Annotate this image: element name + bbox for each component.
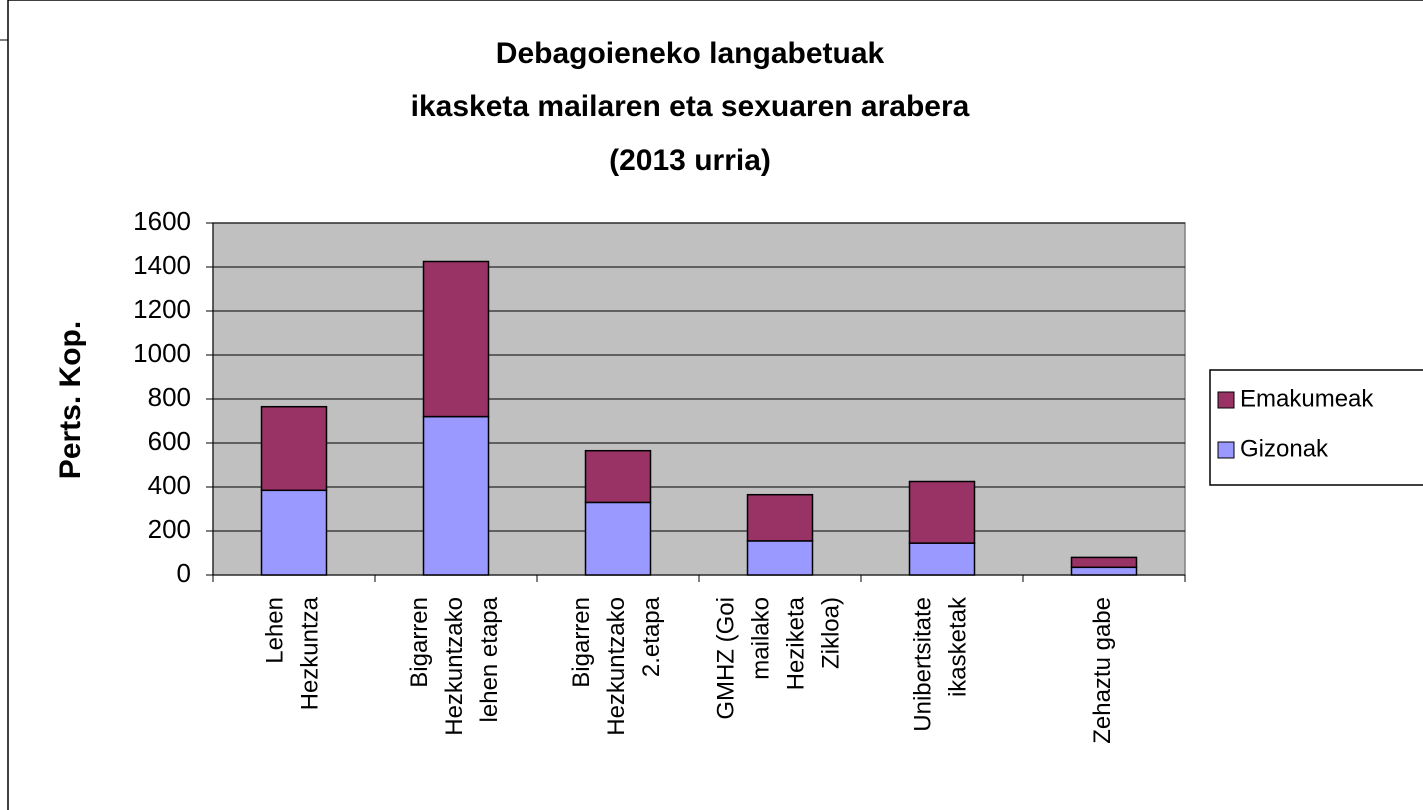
y-tick-label: 600: [148, 426, 191, 456]
bar-segment: [908, 542, 976, 576]
legend-label: Gizonak: [1240, 435, 1329, 462]
chart-title: (2013 urria): [609, 144, 771, 177]
y-tick-label: 1000: [133, 338, 191, 368]
y-tick-label: 200: [148, 514, 191, 544]
x-tick-label: Lehen Hezkuntza: [262, 596, 324, 710]
x-tick-label: GMHZ (Goi mailako Heziketa Zikloa): [713, 596, 845, 719]
legend-label: Emakumeak: [1240, 385, 1374, 412]
bar-segment: [746, 493, 814, 542]
bar-segment: [908, 480, 976, 544]
y-tick-label: 1600: [133, 206, 191, 236]
bar-segment: [1070, 556, 1138, 569]
x-tick-label: Bigarren Hezkuntzako lehen etapa: [406, 596, 503, 735]
bar-segment: [746, 540, 814, 576]
bar-segment: [422, 415, 490, 576]
x-tick-label: Zehaztu gabe: [1089, 597, 1116, 744]
x-tick-label: Bigarren Hezkuntzako 2.etapa: [568, 596, 665, 735]
y-tick-label: 400: [148, 470, 191, 500]
x-tick-label: Unibertsitate ikasketak: [910, 596, 972, 732]
bar-segment: [584, 501, 652, 576]
legend-swatch: [1217, 441, 1235, 459]
chart-title: Debagoieneko langabetuak: [496, 37, 885, 70]
y-tick-label: 1200: [133, 294, 191, 324]
bar-segment: [260, 405, 328, 492]
legend-box: [1209, 369, 1423, 486]
bar-segment: [422, 260, 490, 418]
legend-swatch: [1217, 391, 1235, 409]
y-tick-label: 0: [177, 558, 191, 588]
y-tick-label: 1400: [133, 250, 191, 280]
bar-segment: [584, 449, 652, 504]
chart-title: ikasketa mailaren eta sexuaren arabera: [411, 90, 970, 123]
bar-segment: [260, 489, 328, 576]
bar-segment: [1070, 566, 1138, 576]
y-tick-label: 800: [148, 382, 191, 412]
y-axis-title: Perts. Kop.: [54, 321, 87, 479]
